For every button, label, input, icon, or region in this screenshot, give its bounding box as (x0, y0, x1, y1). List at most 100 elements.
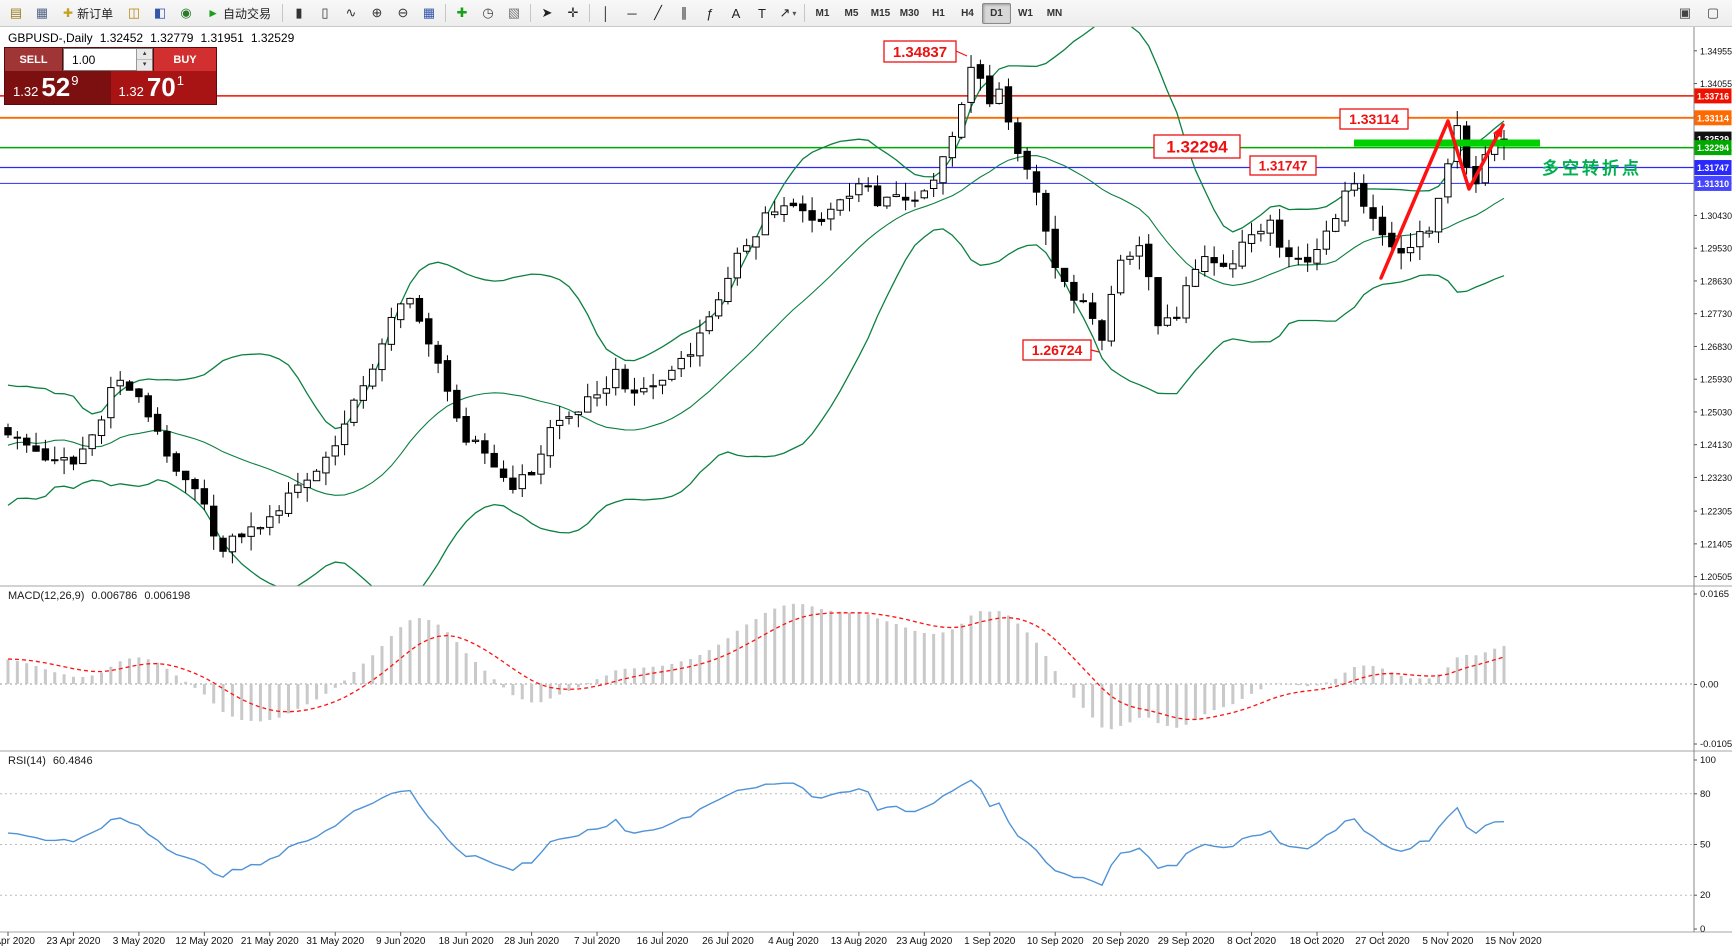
price-tick-label: 1.27730 (1700, 309, 1732, 320)
candle-body (883, 196, 891, 207)
candle (780, 196, 788, 222)
timeframe-w1-button[interactable]: W1 (1017, 7, 1033, 19)
candle-body (443, 360, 452, 392)
trend-arrow-head (1493, 125, 1503, 138)
candle (555, 405, 564, 440)
zoom-in-icon[interactable]: ⊕ (371, 5, 383, 20)
price-axis[interactable]: 1.349551.340551.331551.322551.313551.304… (1693, 27, 1732, 935)
trend-zigzag-arrow[interactable] (1379, 119, 1505, 280)
candle (4, 423, 12, 438)
text-icon[interactable]: A (731, 5, 741, 21)
trendline-icon[interactable]: ╱ (654, 5, 662, 20)
price-annotation[interactable]: 1.32294 (1153, 134, 1241, 159)
new-chart-icon[interactable]: ▤ (9, 5, 23, 20)
candle-body (1369, 207, 1377, 219)
templates-icon[interactable]: ▧ (507, 5, 521, 20)
fibonacci-icon[interactable]: ƒ (706, 5, 714, 21)
price-badge-label: 1.32529 (1697, 135, 1729, 146)
timeframe-m15-button[interactable]: M15 (870, 7, 891, 19)
dock-window-icon[interactable]: ▣ (1678, 5, 1692, 20)
candle-body (397, 303, 405, 321)
price-tick-label: 1.22305 (1700, 507, 1732, 518)
candle-body (1042, 192, 1050, 232)
timeframe-d1-button[interactable]: D1 (981, 2, 1011, 24)
timeframe-h4-button[interactable]: H4 (961, 7, 974, 19)
timeframe-h1-button[interactable]: H1 (932, 7, 945, 19)
candle-body (60, 457, 68, 461)
sell-price-button[interactable]: 1.32 52 9 (5, 71, 111, 104)
rsi-pane-label: RSI(14) 60.4846 (8, 755, 100, 767)
data-window-icon[interactable]: ◧ (153, 5, 167, 20)
candle-body (425, 318, 433, 345)
candle (799, 195, 807, 223)
candle-body (172, 453, 181, 472)
price-tick-label: 1.30430 (1700, 211, 1732, 222)
candle-body (967, 66, 975, 103)
time-tick-label: 31 May 2020 (306, 936, 364, 946)
candle (621, 364, 629, 393)
crosshair-icon[interactable]: ✛ (567, 5, 579, 20)
price-tick-label: 1.34955 (1700, 46, 1732, 57)
tile-windows-icon[interactable]: ▦ (422, 5, 436, 20)
buy-price-button[interactable]: 1.32 70 1 (110, 71, 216, 104)
sell-button[interactable]: SELL (5, 48, 63, 71)
candle (1032, 164, 1041, 206)
periods-icon[interactable]: ◷ (482, 5, 494, 20)
navigator-icon[interactable]: ◉ (180, 5, 192, 20)
indicators-icon[interactable]: ✚ (456, 5, 468, 20)
candle-body (630, 389, 639, 394)
candle (453, 384, 461, 422)
profiles-icon[interactable]: ▦ (35, 5, 49, 20)
new-order-button[interactable]: ✚ 新订单 (55, 1, 121, 25)
candle (873, 175, 882, 208)
time-tick-label: 12 May 2020 (175, 936, 233, 946)
volume-input[interactable] (64, 49, 137, 70)
price-annotation[interactable]: 1.33114 (1339, 108, 1409, 130)
candle-body (518, 474, 526, 490)
volume-increase-button[interactable]: ▴ (137, 49, 152, 60)
volume-decrease-button[interactable]: ▾ (137, 60, 152, 71)
candle (163, 425, 171, 463)
zoom-out-icon[interactable]: ⊖ (397, 5, 409, 20)
cursor-icon[interactable]: ➤ (541, 5, 553, 20)
timeframe-mn-button[interactable]: MN (1046, 7, 1063, 19)
price-annotation[interactable]: 1.26724 (1022, 339, 1092, 361)
candle (219, 535, 227, 558)
macd-value: 0.006786 (91, 590, 138, 602)
price-annotation[interactable]: 1.34837 (883, 40, 957, 63)
timeframe-m30-button[interactable]: M30 (899, 7, 920, 19)
volume-stepper: ▴ ▾ (63, 48, 153, 71)
time-axis[interactable]: 14 Apr 2020 23 Apr 2020 3 May 2020 12 May 2… (0, 932, 1542, 946)
candle-body (368, 368, 377, 387)
timeframe-m5-button[interactable]: M5 (844, 7, 859, 19)
horizontal-line-icon[interactable]: ─ (627, 5, 637, 21)
time-tick-label: 21 May 2020 (241, 936, 299, 946)
candle (172, 451, 181, 477)
auto-trading-button[interactable]: ► 自动交易 (199, 1, 279, 25)
candle (1201, 245, 1209, 277)
buy-button[interactable]: BUY (153, 48, 216, 71)
candle-body (1032, 171, 1041, 193)
bar-chart-icon[interactable]: ▮ (295, 5, 303, 20)
arrows-icon[interactable]: ↗ ▾ (779, 5, 797, 20)
candle (509, 465, 517, 494)
equidistant-channel-icon[interactable]: ∥ (680, 5, 688, 20)
timeframe-m1-button[interactable]: M1 (815, 7, 830, 19)
market-watch-icon[interactable]: ◫ (127, 5, 141, 20)
candlestick-chart-icon[interactable]: ▯ (321, 5, 329, 20)
candle-body (686, 354, 695, 357)
candle (1444, 158, 1452, 204)
candle-body (378, 343, 386, 371)
line-chart-icon[interactable]: ∿ (345, 5, 357, 20)
candle-body (434, 344, 442, 364)
vertical-line-icon[interactable]: │ (601, 5, 611, 21)
candle (1397, 236, 1405, 270)
text-label-icon[interactable]: T (758, 5, 766, 21)
candle (1126, 251, 1134, 265)
candle-body (13, 436, 22, 439)
price-annotation[interactable]: 1.31747 (1249, 155, 1317, 176)
float-window-icon[interactable]: ▢ (1706, 5, 1720, 20)
candle-body (1406, 246, 1415, 254)
candle (724, 266, 732, 305)
